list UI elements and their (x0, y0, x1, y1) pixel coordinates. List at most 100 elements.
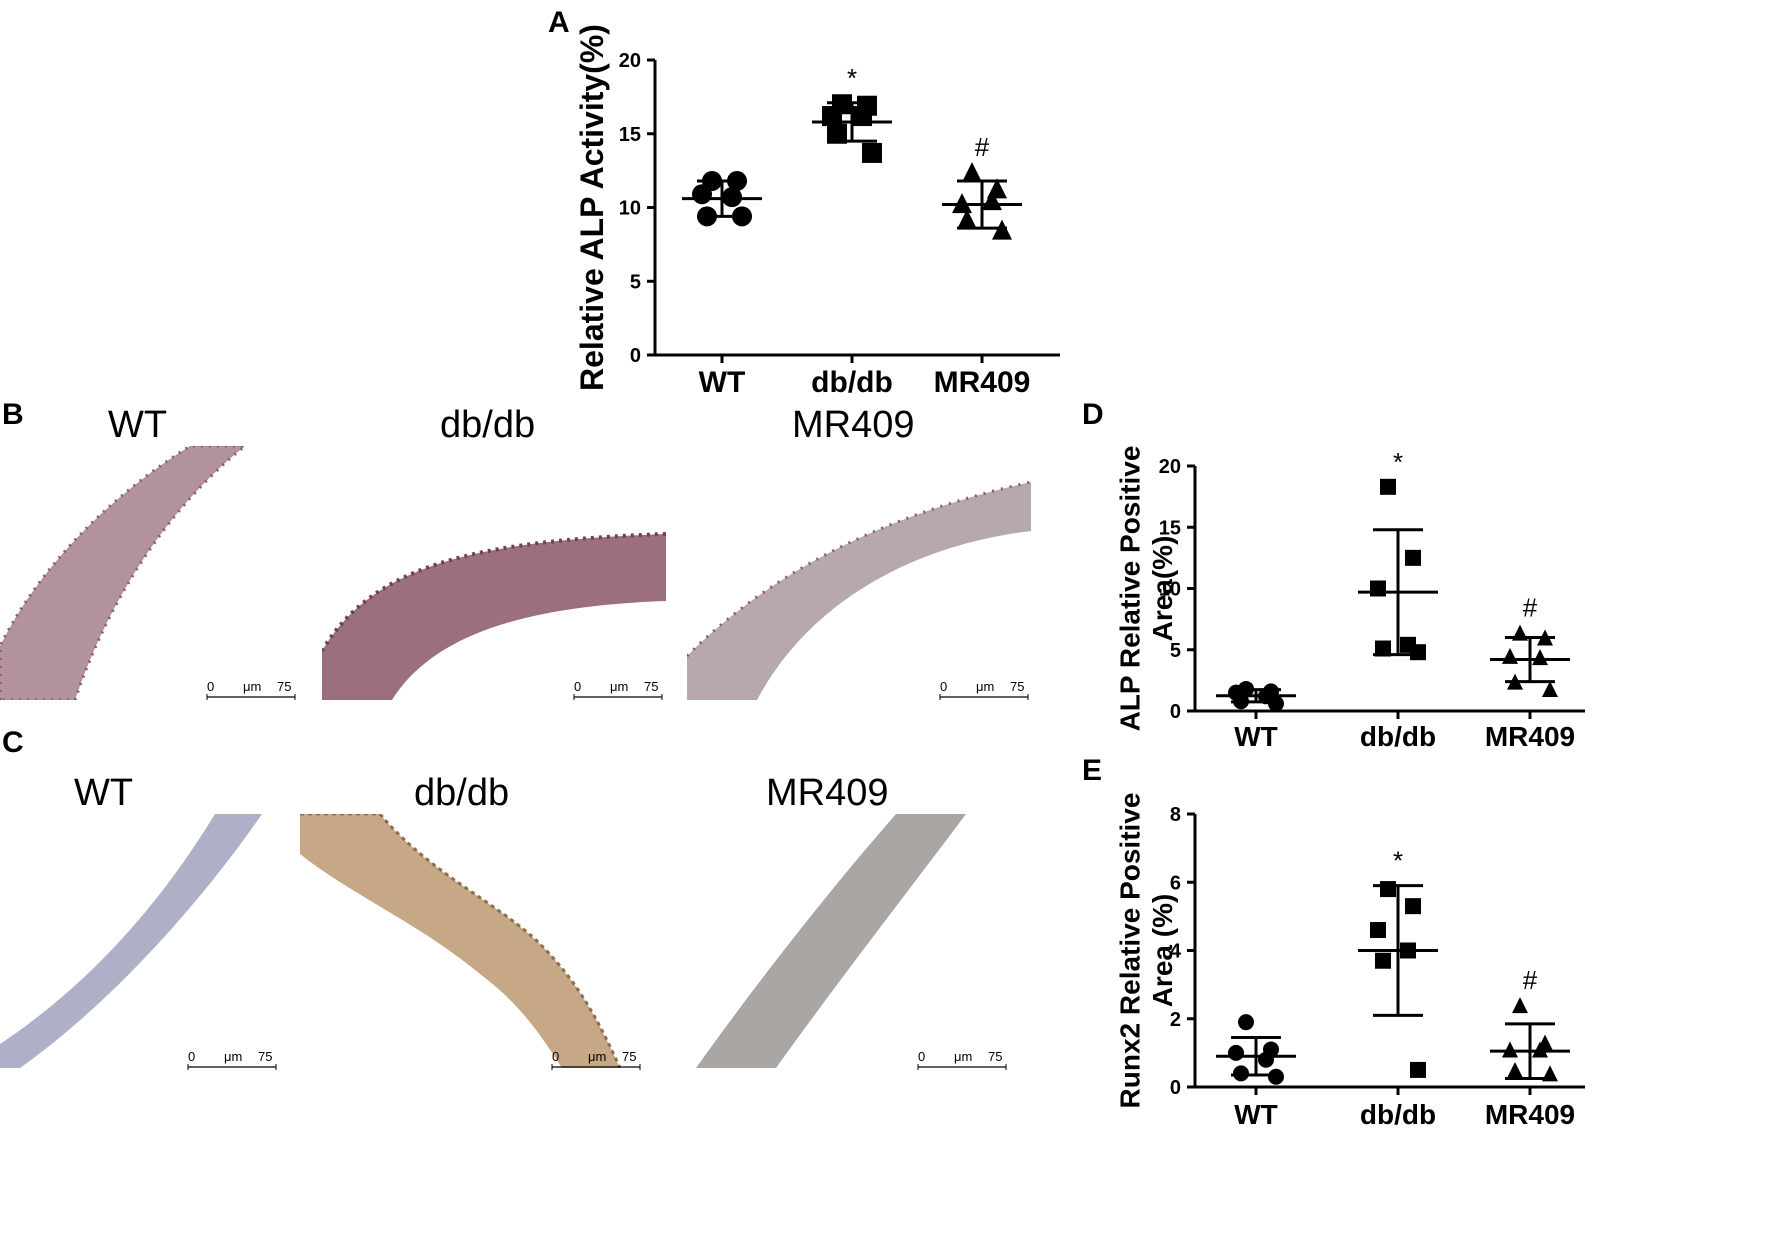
svg-text:μm: μm (224, 1050, 242, 1064)
y-tick-label: 0 (630, 345, 641, 367)
scale-bar: 0 μm 75 (938, 679, 1038, 706)
data-point-square (862, 142, 882, 163)
significance-annotation: # (1523, 593, 1538, 623)
data-point-square (1375, 640, 1391, 657)
data-point-triangle (1502, 1041, 1518, 1058)
x-tick-label: db/db (1360, 1099, 1436, 1130)
micrograph-label-c-mr409: MR409 (766, 772, 889, 814)
y-tick-label: 8 (1170, 804, 1181, 826)
scale-bar: 0 μm 75 (572, 679, 672, 706)
y-tick-label: 2 (1170, 1009, 1181, 1031)
micrograph-label-c-dbdb: db/db (414, 772, 510, 814)
panel-letter-c: C (2, 726, 24, 759)
y-axis-label-line: ALP Relative Positive (1115, 446, 1146, 732)
y-tick-label: 5 (1170, 640, 1181, 662)
data-point-circle (1268, 695, 1284, 712)
y-tick-label: 15 (619, 124, 641, 146)
data-point-square (1375, 952, 1391, 969)
micrograph-alp-dbdb (322, 446, 666, 700)
panel-letter-a: A (548, 6, 570, 39)
micrograph-runx2-mr409 (666, 814, 1010, 1068)
panel-letter-b: B (2, 398, 24, 431)
data-point-triangle (957, 209, 977, 230)
y-tick-label: 10 (619, 198, 641, 220)
data-point-circle (1228, 1044, 1244, 1061)
svg-text:0: 0 (574, 680, 581, 694)
data-point-square (1380, 881, 1396, 898)
y-tick-label: 15 (1159, 517, 1181, 539)
y-tick-label: 0 (1170, 701, 1181, 723)
y-axis-label-line: Runx2 Relative Positive (1115, 793, 1146, 1109)
y-tick-label: 6 (1170, 872, 1181, 894)
significance-annotation: # (975, 132, 990, 162)
scale-bar: 0 μm 75 (550, 1049, 650, 1076)
data-point-square (1380, 478, 1396, 495)
y-axis-label-line: Area(%) (1147, 536, 1178, 642)
data-point-triangle (1507, 1061, 1523, 1078)
micrograph-runx2-wt (0, 814, 280, 1068)
svg-text:75: 75 (644, 680, 658, 694)
svg-text:75: 75 (1010, 680, 1024, 694)
micrograph-alp-mr409 (687, 446, 1031, 700)
scale-bar: 0 μm 75 (205, 679, 305, 706)
x-tick-label: MR409 (1485, 721, 1575, 752)
y-axis-label-line: Area (%) (1147, 894, 1178, 1008)
svg-text:μm: μm (976, 680, 994, 694)
y-tick-label: 5 (630, 271, 641, 293)
data-point-triangle (1532, 649, 1548, 666)
svg-text:μm: μm (954, 1050, 972, 1064)
x-tick-label: db/db (1360, 721, 1436, 752)
svg-text:0: 0 (207, 680, 214, 694)
data-point-square (1410, 1061, 1426, 1078)
data-point-circle (1233, 1065, 1249, 1082)
x-tick-label: WT (1234, 1099, 1278, 1130)
y-tick-label: 20 (1159, 456, 1181, 478)
y-tick-label: 4 (1170, 941, 1182, 963)
svg-text:μm: μm (243, 680, 261, 694)
micrograph-alp-wt (0, 446, 300, 700)
svg-text:75: 75 (988, 1050, 1002, 1064)
data-point-square (1405, 898, 1421, 915)
svg-text:μm: μm (588, 1050, 606, 1064)
significance-annotation: * (1393, 846, 1403, 876)
micrograph-label-b-dbdb: db/db (440, 404, 536, 446)
svg-text:75: 75 (277, 680, 291, 694)
panel-letter-e: E (1082, 754, 1103, 787)
scale-bar: 0 μm 75 (916, 1049, 1016, 1076)
data-point-triangle (1532, 1041, 1548, 1058)
significance-annotation: * (1393, 447, 1403, 477)
svg-text:75: 75 (258, 1050, 272, 1064)
x-tick-label: WT (1234, 721, 1278, 752)
scale-bar: 0 μm 75 (186, 1049, 286, 1076)
data-point-circle (1238, 1014, 1254, 1031)
significance-annotation: * (847, 63, 857, 93)
y-axis-label: ALP Relative PositiveArea(%) (1115, 446, 1178, 732)
y-axis-label: Runx2 Relative PositiveArea (%) (1115, 793, 1178, 1109)
svg-text:0: 0 (188, 1050, 195, 1064)
data-point-square (1370, 922, 1386, 939)
data-point-square (827, 123, 847, 144)
x-tick-label: MR409 (934, 366, 1031, 399)
x-tick-label: WT (699, 366, 746, 399)
x-tick-label: MR409 (1485, 1099, 1575, 1130)
micrograph-label-c-wt: WT (74, 772, 134, 814)
y-tick-label: 20 (619, 50, 641, 72)
svg-text:75: 75 (622, 1050, 636, 1064)
micrograph-label-b-mr409: MR409 (792, 404, 915, 446)
significance-annotation: # (1523, 965, 1538, 995)
svg-text:0: 0 (918, 1050, 925, 1064)
data-point-circle (1268, 1068, 1284, 1085)
micrograph-runx2-dbdb (300, 814, 644, 1068)
svg-text:0: 0 (940, 680, 947, 694)
data-point-square (1410, 644, 1426, 661)
svg-text:μm: μm (610, 680, 628, 694)
data-point-triangle (1512, 997, 1528, 1014)
y-tick-label: 0 (1170, 1077, 1181, 1099)
y-tick-label: 10 (1159, 579, 1181, 601)
panel-letter-d: D (1082, 398, 1104, 431)
data-point-square (1405, 549, 1421, 566)
x-tick-label: db/db (811, 366, 893, 399)
